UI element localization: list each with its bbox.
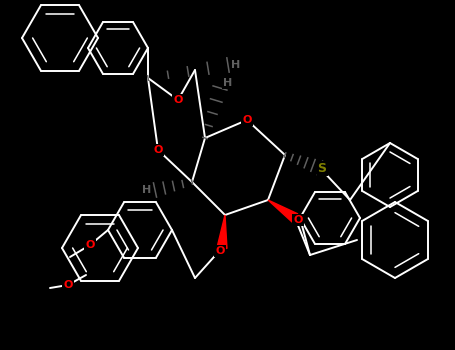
Text: H: H	[142, 185, 152, 195]
Text: H: H	[232, 60, 241, 70]
Text: S: S	[318, 161, 327, 175]
Text: O: O	[86, 240, 95, 250]
Text: O: O	[243, 115, 252, 125]
Polygon shape	[268, 200, 298, 222]
Text: O: O	[293, 215, 303, 225]
Text: O: O	[63, 280, 73, 290]
Text: H: H	[223, 78, 233, 88]
Polygon shape	[217, 215, 227, 248]
Text: O: O	[153, 145, 163, 155]
Text: O: O	[215, 246, 225, 256]
Text: O: O	[173, 95, 183, 105]
